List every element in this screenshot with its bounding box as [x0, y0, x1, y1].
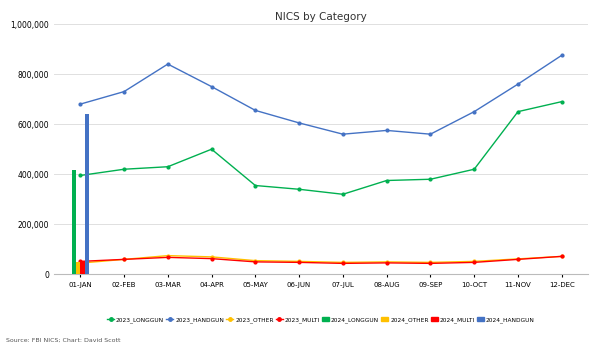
Text: Source: FBI NICS; Chart: David Scott: Source: FBI NICS; Chart: David Scott [6, 338, 121, 343]
Bar [80, 261, 85, 274]
Bar [85, 114, 89, 274]
Legend: 2023_LONGGUN, 2023_HANDGUN, 2023_OTHER, 2023_MULTI, 2024_LONGGUN, 2024_OTHER, 20: 2023_LONGGUN, 2023_HANDGUN, 2023_OTHER, … [105, 315, 537, 325]
Bar [76, 262, 80, 274]
Bar [71, 170, 76, 274]
Title: NICS by Category: NICS by Category [275, 12, 367, 22]
